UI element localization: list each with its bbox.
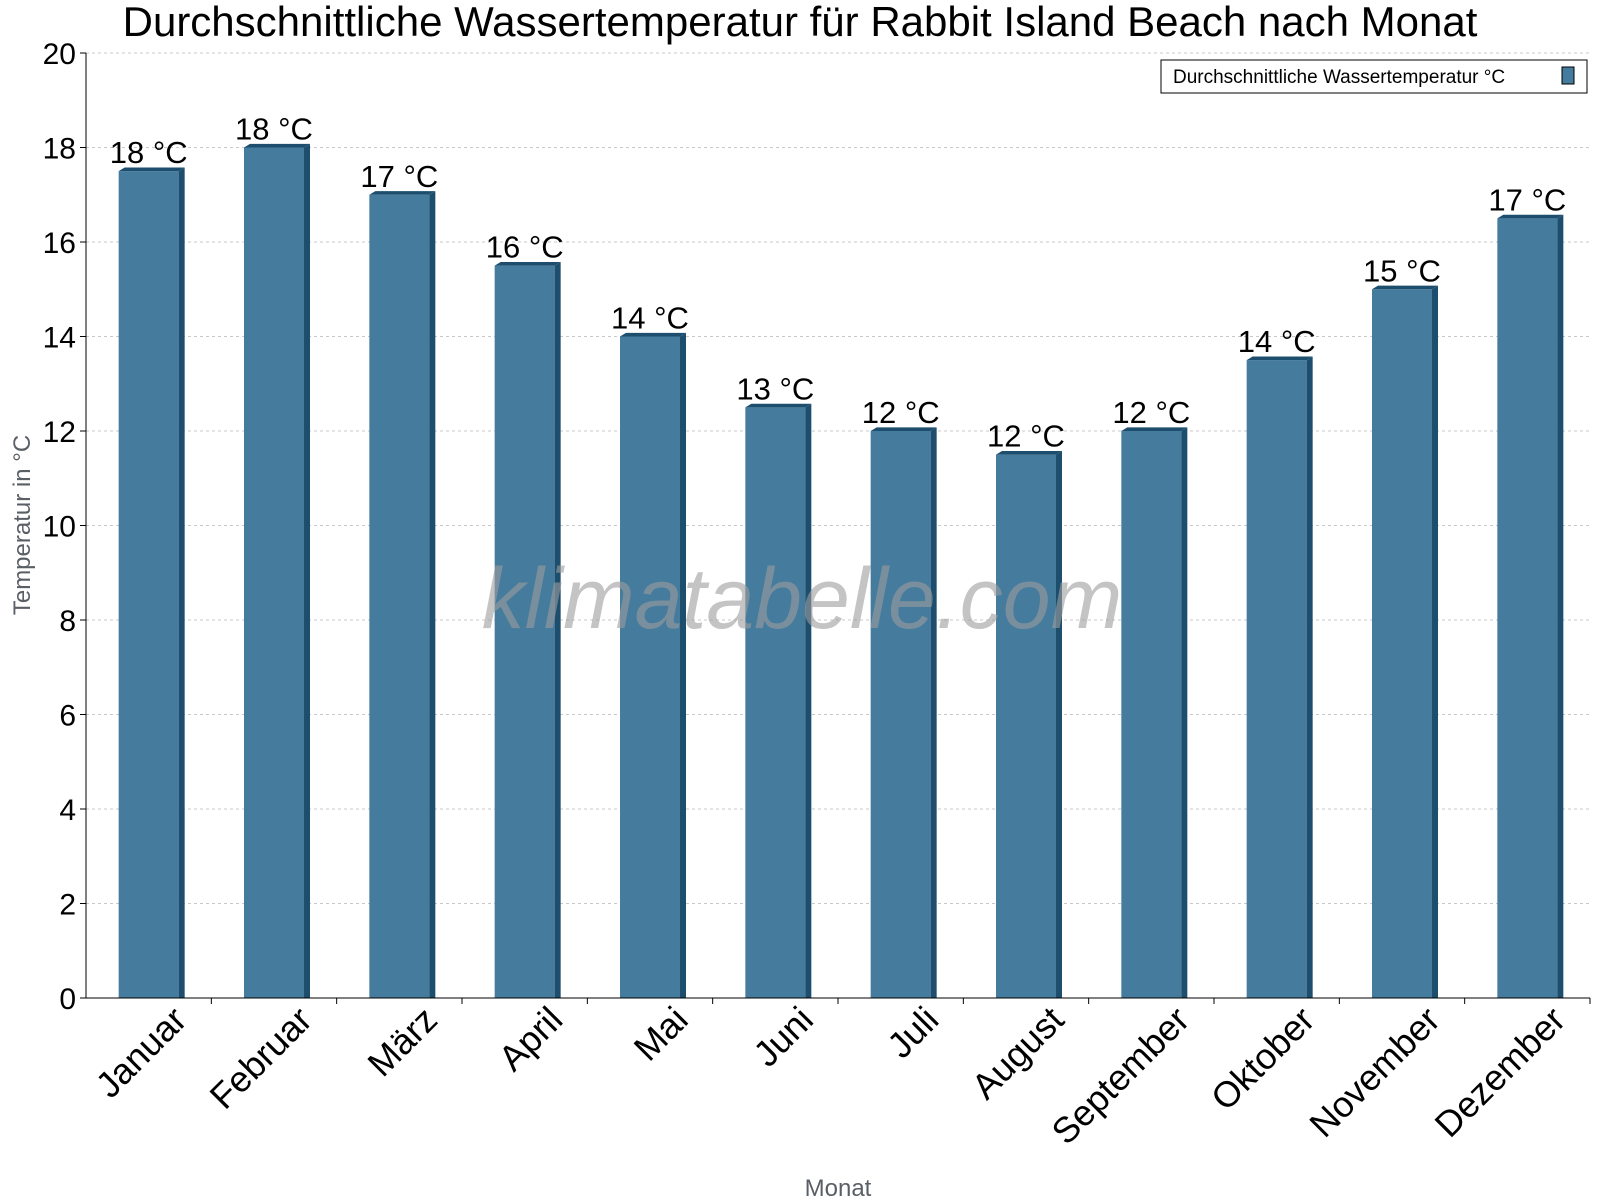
bar-side (1056, 451, 1062, 998)
data-label: 14 °C (611, 301, 689, 336)
bar-top (369, 191, 436, 195)
bar-top (1246, 356, 1313, 361)
data-label: 16 °C (486, 230, 564, 265)
bar-juni (745, 403, 812, 998)
bar-face (996, 454, 1056, 998)
chart-title: Durchschnittliche Wassertemperatur für R… (123, 0, 1478, 45)
data-label: 12 °C (987, 419, 1065, 454)
y-tick-label: 12 (43, 416, 76, 449)
legend-box (1160, 59, 1588, 94)
legend-swatch (1561, 66, 1575, 85)
bar-side (805, 403, 812, 998)
data-label: 12 °C (1112, 395, 1190, 430)
x-tick-label: Dezember (1427, 999, 1573, 1145)
bar-face (118, 171, 179, 998)
bar-top (118, 167, 185, 172)
watermark: klimatabelle.com (482, 551, 1122, 647)
data-label: 17 °C (1488, 182, 1566, 217)
bar-november (1372, 285, 1438, 998)
legend-label: Durchschnittliche Wassertemperatur °C (1173, 67, 1505, 88)
data-label: 12 °C (862, 395, 940, 430)
x-tick-label: Juni (745, 999, 821, 1075)
x-tick-label: Januar (87, 999, 194, 1106)
bar-side (178, 167, 185, 998)
data-label: 15 °C (1363, 253, 1441, 288)
bar-side (930, 427, 937, 998)
x-tick-label: September (1043, 999, 1197, 1153)
y-axis-title: Temperatur in °C (9, 435, 36, 615)
y-tick-label: 6 (59, 700, 76, 733)
x-tick-label: Juli (879, 999, 946, 1066)
y-tick-label: 0 (59, 983, 76, 1016)
bar-juli (870, 427, 937, 998)
bar-side (1306, 356, 1313, 998)
bar-face (1497, 218, 1558, 998)
bar-side (1432, 285, 1438, 998)
y-tick-label: 16 (43, 227, 76, 260)
bar-top (494, 262, 561, 266)
bar-side (429, 191, 436, 998)
y-tick-label: 2 (59, 889, 76, 922)
bar-januar (118, 167, 185, 998)
bar-side (1181, 427, 1188, 998)
bar-face (369, 194, 430, 998)
data-labels: 18 °C 18 °C 17 °C 16 °C 14 °C 13 °C 12 °C 12 °C… (110, 112, 1567, 454)
legend: Durchschnittliche Wassertemperatur °C (1160, 59, 1588, 94)
bar-face (1246, 360, 1307, 998)
bar-face (620, 336, 680, 998)
grid-lines (86, 52, 1590, 904)
bar-side (304, 143, 310, 998)
data-label: 17 °C (360, 159, 438, 194)
y-tick-label: 4 (59, 794, 76, 827)
bar-top (745, 403, 812, 408)
bar-august (996, 451, 1062, 998)
bar-face (870, 431, 931, 998)
bar-side (680, 332, 686, 998)
y-tick-label: 18 (43, 133, 76, 166)
bar-face (1121, 431, 1182, 998)
bar-side (554, 262, 561, 998)
bar-top (1121, 427, 1188, 431)
bar-top (244, 143, 310, 148)
x-tick-label: März (359, 999, 445, 1085)
data-label: 18 °C (110, 135, 188, 170)
bar-april (494, 262, 561, 998)
bar-dezember (1497, 214, 1564, 998)
bar-face (1372, 289, 1432, 998)
bar-top (870, 427, 937, 431)
data-label: 13 °C (736, 371, 814, 406)
bar-top (996, 451, 1062, 455)
x-tick-label: Mai (626, 999, 696, 1069)
bar-oktober (1246, 356, 1313, 998)
bar-top (620, 332, 686, 337)
x-tick-label: August (963, 999, 1071, 1107)
y-tick-label: 8 (59, 605, 76, 638)
x-tick-label: November (1301, 999, 1447, 1145)
x-tick-label: April (490, 999, 570, 1079)
x-axis-title: Monat (805, 1175, 872, 1200)
x-tick-label: Februar (202, 999, 320, 1117)
data-label: 18 °C (235, 112, 313, 147)
bar-face (244, 147, 304, 998)
y-tick-label: 10 (43, 511, 76, 544)
bar-top (1372, 285, 1438, 290)
bar-side (1557, 214, 1564, 998)
bar-face (494, 265, 555, 998)
bar-märz (369, 191, 436, 998)
bar-september (1121, 427, 1188, 998)
data-label: 14 °C (1238, 324, 1316, 359)
x-tick-label: Oktober (1203, 999, 1323, 1119)
bars (118, 143, 1564, 998)
y-tick-label: 20 (43, 38, 76, 71)
bar-februar (244, 143, 310, 998)
bar-face (745, 407, 806, 998)
bar-mai (620, 332, 686, 998)
bar-top (1497, 214, 1564, 219)
y-tick-label: 14 (43, 322, 76, 355)
